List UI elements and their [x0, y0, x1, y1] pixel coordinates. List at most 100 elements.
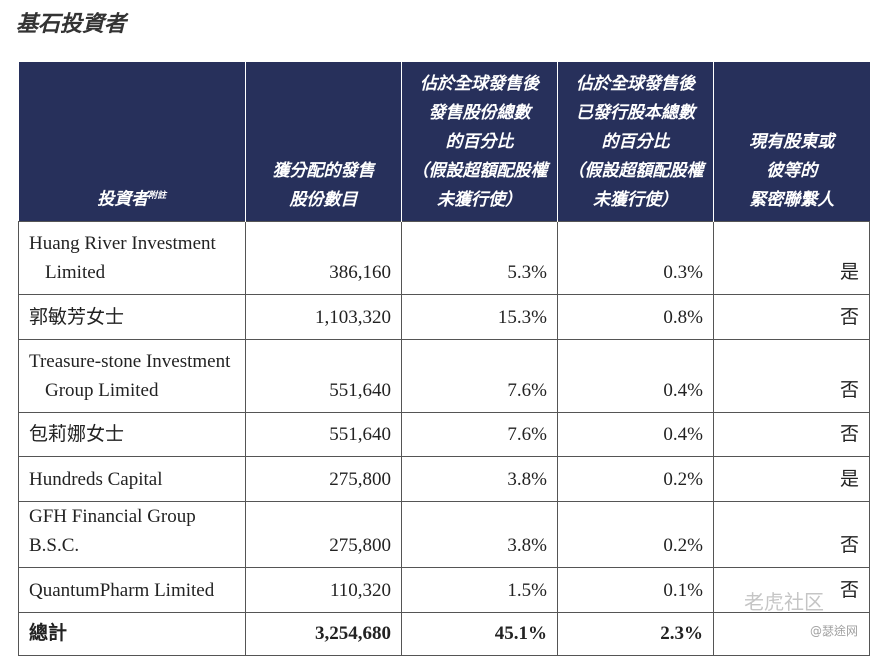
cell: 275,800 — [245, 456, 402, 502]
total-cell: 3,254,680 — [245, 612, 402, 656]
header-text: 的百分比 — [445, 132, 514, 152]
column-header: 佔於全球發售後已發行股本總數的百分比 （假設超額配股權 未獲行使） — [557, 62, 714, 222]
header-text: 發售股份總數 — [428, 103, 531, 123]
investor-row: Huang River Investment Limited 386,160 5.3%… — [18, 221, 870, 295]
name-line: QuantumPharm Limited — [29, 580, 215, 601]
cell: 275,800 — [245, 501, 402, 568]
name-line: 包莉娜女士 — [29, 424, 125, 445]
header-line: （假設超額配股權 — [406, 157, 553, 186]
column-header: 獲分配的發售 股份數目 — [245, 62, 402, 222]
cell: 7.6% — [401, 412, 558, 457]
header-text: 佔於全球發售後 — [420, 74, 539, 94]
cell: 3.8% — [401, 501, 558, 568]
investor-row: GFH Financial Group B.S.C. 275,800 3.8% 0.2… — [18, 501, 870, 568]
header-line: 的百分比 — [562, 128, 709, 157]
name-line: Limited — [45, 262, 106, 283]
cell: 0.2% — [557, 456, 714, 502]
name-line: Hundreds Capital — [29, 469, 163, 490]
total-label: 總計 — [18, 612, 246, 656]
header-note: 附註 — [148, 191, 167, 202]
page-title: 基石投資者 — [16, 12, 127, 37]
header-line: 佔於全球發售後 — [406, 70, 553, 99]
investor-name: Huang River Investment Limited — [18, 221, 246, 295]
cell: 0.1% — [557, 567, 714, 613]
cell: 1.5% — [401, 567, 558, 613]
investor-row: QuantumPharm Limited 110,320 1.5% 0.1% 否 — [18, 567, 870, 613]
cell: 0.8% — [557, 294, 714, 340]
header-text: 緊密聯繫人 — [749, 190, 835, 210]
header-line: 的百分比 — [406, 128, 553, 157]
header-text: 佔於全球發售後 — [576, 74, 695, 94]
cell: 0.4% — [557, 339, 714, 413]
name-line: 郭敏芳女士 — [29, 307, 125, 328]
watermark-source: @瑟途网 — [810, 624, 859, 638]
cell: 否 — [713, 567, 870, 613]
total-cell — [713, 612, 870, 656]
investor-name: Treasure-stone Investment Group Limited — [18, 339, 246, 413]
total-row: 總計 3,254,680 45.1% 2.3% — [18, 612, 870, 656]
header-text: 未獲行使） — [593, 190, 678, 210]
cell: 551,640 — [245, 412, 402, 457]
column-header: 投資者附註 — [18, 62, 246, 222]
investor-name: 郭敏芳女士 — [18, 294, 246, 340]
header-text: 現有股東或 — [749, 132, 835, 152]
cell: 0.3% — [557, 221, 714, 295]
column-header: 佔於全球發售後 發售股份總數 的百分比 （假設超額配股權 未獲行使） — [401, 62, 558, 222]
cell: 是 — [713, 456, 870, 502]
investor-table: 投資者附註 獲分配的發售 股份數目 佔於全球發售後 發售股份總數 的百分比 （假設超額配股權… — [18, 62, 870, 656]
header-text: 未獲行使） — [437, 190, 522, 210]
watermark: 老虎社区 — [744, 590, 824, 614]
cell: 551,640 — [245, 339, 402, 413]
investor-name: Hundreds Capital — [18, 456, 246, 502]
investor-row: Treasure-stone Investment Group Limited 55… — [18, 339, 870, 413]
cell: 否 — [713, 412, 870, 457]
cell: 1,103,320 — [245, 294, 402, 340]
header-text: 彼等的 — [766, 161, 818, 181]
name-line: Treasure-stone Investment — [29, 351, 231, 372]
column-header: 現有股東或彼等的緊密聯繫人 — [713, 62, 870, 222]
header-text: （假設超額配股權 — [567, 161, 704, 181]
cell: 110,320 — [245, 567, 402, 613]
header-text: （假設超額配股權 — [411, 161, 548, 181]
cell: 否 — [713, 339, 870, 413]
cell: 5.3% — [401, 221, 558, 295]
header-line: 已發行股本總數 — [562, 99, 709, 128]
header-line: 股份數目 — [250, 186, 397, 215]
header-line: （假設超額配股權 — [562, 157, 709, 186]
header-line: 發售股份總數 — [406, 99, 553, 128]
investor-name: 包莉娜女士 — [18, 412, 246, 457]
investor-row: 包莉娜女士 551,640 7.6% 0.4% 否 — [18, 412, 870, 457]
investor-name: GFH Financial Group B.S.C. — [18, 501, 246, 568]
header-text: 獲分配的發售 — [272, 161, 375, 181]
cell: 否 — [713, 501, 870, 568]
table-body: Huang River Investment Limited 386,160 5.3%… — [18, 221, 870, 656]
cell: 0.2% — [557, 501, 714, 568]
cell: 7.6% — [401, 339, 558, 413]
header-line: 獲分配的發售 — [250, 157, 397, 186]
cell: 15.3% — [401, 294, 558, 340]
cell: 386,160 — [245, 221, 402, 295]
total-cell: 45.1% — [401, 612, 558, 656]
investor-row: 郭敏芳女士 1,103,320 15.3% 0.8% 否 — [18, 294, 870, 340]
total-cell: 2.3% — [557, 612, 714, 656]
name-line: Huang River Investment — [29, 233, 216, 254]
cell: 0.4% — [557, 412, 714, 457]
name-line: GFH Financial Group B.S.C. — [29, 506, 196, 556]
header-line: 緊密聯繫人 — [718, 186, 866, 215]
header-text: 投資者 — [97, 190, 149, 210]
header-line: 佔於全球發售後 — [562, 70, 709, 99]
header-row: 投資者附註 獲分配的發售 股份數目 佔於全球發售後 發售股份總數 的百分比 （假設超額配股權… — [18, 62, 870, 222]
header-text: 股份數目 — [289, 190, 358, 210]
header-line: 現有股東或 — [718, 128, 866, 157]
investor-name: QuantumPharm Limited — [18, 567, 246, 613]
header-line: 未獲行使） — [406, 186, 553, 215]
cell: 是 — [713, 221, 870, 295]
name-line: Group Limited — [45, 380, 159, 401]
cell: 否 — [713, 294, 870, 340]
header-text: 的百分比 — [601, 132, 670, 152]
header-line: 投資者附註 — [23, 182, 242, 215]
header-line: 彼等的 — [718, 157, 866, 186]
investor-row: Hundreds Capital 275,800 3.8% 0.2% 是 — [18, 456, 870, 502]
cell: 3.8% — [401, 456, 558, 502]
